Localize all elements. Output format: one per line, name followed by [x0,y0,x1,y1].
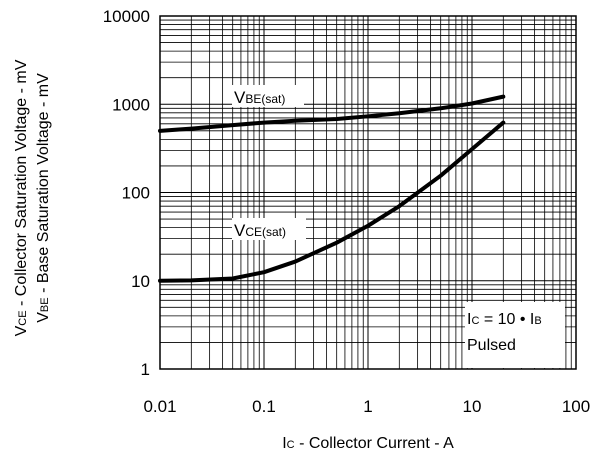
x-axis-label: IC - Collector Current - A [282,435,454,452]
y-tick-label: 100 [122,184,150,203]
vce-label-bg [232,218,306,240]
y-tick-label: 1000 [112,95,150,114]
x-tick-label: 0.01 [143,397,176,416]
annotation-line2: Pulsed [467,337,516,354]
x-tick-label: 10 [463,397,482,416]
x-tick-label: 1 [363,397,372,416]
y-axis-label-line2: VBE - Base Saturation Voltage - mV [35,73,52,323]
annotation-box [465,302,565,368]
y-tick-label: 10 [131,272,150,291]
data-curves [158,94,506,283]
x-tick-label: 100 [562,397,590,416]
series-line-be-sat [158,94,506,133]
y-axis-label-line1: VCE - Collector Saturation Voltage - mV [13,59,30,336]
y-tick-label: 1 [141,360,150,379]
x-tick-label: 0.1 [252,397,276,416]
series-line-ce-sat [158,120,506,283]
tick-labels: 0.01 0.1 1 10 100 1 10 100 1000 10000 [103,7,590,416]
annotation-line1: IC = 10 • IB [467,311,542,328]
series-label-vbe-sat: VBE(sat) [234,88,285,107]
series-label-vce-sat: VCE(sat) [234,221,286,240]
plot-frame [159,15,577,370]
vbe-label-bg [232,85,304,107]
y-tick-label: 10000 [103,7,150,26]
